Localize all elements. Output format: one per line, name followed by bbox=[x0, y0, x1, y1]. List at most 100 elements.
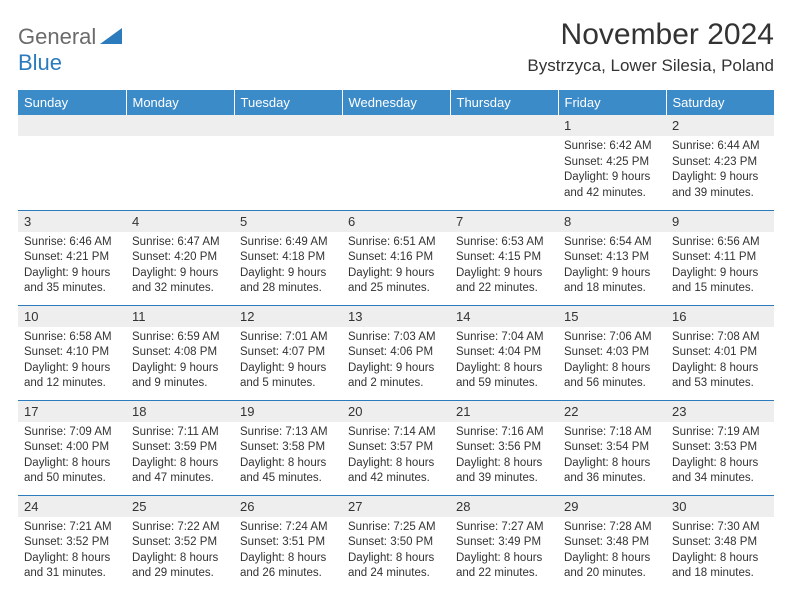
weekday-header: Monday bbox=[126, 90, 234, 115]
day-body: Sunrise: 6:46 AMSunset: 4:21 PMDaylight:… bbox=[18, 232, 126, 301]
calendar-cell: 27Sunrise: 7:25 AMSunset: 3:50 PMDayligh… bbox=[342, 495, 450, 590]
calendar-week-row: 10Sunrise: 6:58 AMSunset: 4:10 PMDayligh… bbox=[18, 305, 774, 400]
calendar-cell: 12Sunrise: 7:01 AMSunset: 4:07 PMDayligh… bbox=[234, 305, 342, 400]
calendar-week-row: 24Sunrise: 7:21 AMSunset: 3:52 PMDayligh… bbox=[18, 495, 774, 590]
day-number: 7 bbox=[450, 211, 558, 232]
day-body: Sunrise: 7:28 AMSunset: 3:48 PMDaylight:… bbox=[558, 517, 666, 586]
day-body: Sunrise: 7:22 AMSunset: 3:52 PMDaylight:… bbox=[126, 517, 234, 586]
title-block: November 2024 Bystrzyca, Lower Silesia, … bbox=[527, 18, 774, 76]
day-body bbox=[126, 136, 234, 143]
day-body: Sunrise: 7:08 AMSunset: 4:01 PMDaylight:… bbox=[666, 327, 774, 396]
day-body: Sunrise: 7:11 AMSunset: 3:59 PMDaylight:… bbox=[126, 422, 234, 491]
calendar-cell: 1Sunrise: 6:42 AMSunset: 4:25 PMDaylight… bbox=[558, 115, 666, 210]
day-number: 13 bbox=[342, 306, 450, 327]
calendar-cell: 18Sunrise: 7:11 AMSunset: 3:59 PMDayligh… bbox=[126, 400, 234, 495]
calendar-cell: 16Sunrise: 7:08 AMSunset: 4:01 PMDayligh… bbox=[666, 305, 774, 400]
day-number: 21 bbox=[450, 401, 558, 422]
month-title: November 2024 bbox=[527, 18, 774, 52]
day-number: 24 bbox=[18, 496, 126, 517]
weekday-header: Tuesday bbox=[234, 90, 342, 115]
day-body: Sunrise: 7:27 AMSunset: 3:49 PMDaylight:… bbox=[450, 517, 558, 586]
day-number: 18 bbox=[126, 401, 234, 422]
calendar-cell: 20Sunrise: 7:14 AMSunset: 3:57 PMDayligh… bbox=[342, 400, 450, 495]
day-number: 12 bbox=[234, 306, 342, 327]
day-number: 28 bbox=[450, 496, 558, 517]
day-number: 5 bbox=[234, 211, 342, 232]
day-number: 14 bbox=[450, 306, 558, 327]
day-body: Sunrise: 6:58 AMSunset: 4:10 PMDaylight:… bbox=[18, 327, 126, 396]
day-body: Sunrise: 7:16 AMSunset: 3:56 PMDaylight:… bbox=[450, 422, 558, 491]
day-number bbox=[234, 115, 342, 136]
day-number: 11 bbox=[126, 306, 234, 327]
day-number: 30 bbox=[666, 496, 774, 517]
calendar-cell: 22Sunrise: 7:18 AMSunset: 3:54 PMDayligh… bbox=[558, 400, 666, 495]
header: General Blue November 2024 Bystrzyca, Lo… bbox=[18, 18, 774, 76]
day-number bbox=[450, 115, 558, 136]
calendar-table: SundayMondayTuesdayWednesdayThursdayFrid… bbox=[18, 90, 774, 590]
calendar-cell: 2Sunrise: 6:44 AMSunset: 4:23 PMDaylight… bbox=[666, 115, 774, 210]
day-body: Sunrise: 7:14 AMSunset: 3:57 PMDaylight:… bbox=[342, 422, 450, 491]
weekday-header-row: SundayMondayTuesdayWednesdayThursdayFrid… bbox=[18, 90, 774, 115]
calendar-cell: 30Sunrise: 7:30 AMSunset: 3:48 PMDayligh… bbox=[666, 495, 774, 590]
day-number: 20 bbox=[342, 401, 450, 422]
day-body: Sunrise: 6:47 AMSunset: 4:20 PMDaylight:… bbox=[126, 232, 234, 301]
day-number bbox=[342, 115, 450, 136]
day-number: 17 bbox=[18, 401, 126, 422]
day-number: 22 bbox=[558, 401, 666, 422]
day-body bbox=[18, 136, 126, 143]
calendar-cell: 7Sunrise: 6:53 AMSunset: 4:15 PMDaylight… bbox=[450, 210, 558, 305]
calendar-cell: 9Sunrise: 6:56 AMSunset: 4:11 PMDaylight… bbox=[666, 210, 774, 305]
calendar-week-row: 17Sunrise: 7:09 AMSunset: 4:00 PMDayligh… bbox=[18, 400, 774, 495]
day-number bbox=[18, 115, 126, 136]
day-number: 26 bbox=[234, 496, 342, 517]
calendar-cell bbox=[18, 115, 126, 210]
calendar-cell bbox=[450, 115, 558, 210]
day-number: 8 bbox=[558, 211, 666, 232]
day-number: 29 bbox=[558, 496, 666, 517]
calendar-cell: 19Sunrise: 7:13 AMSunset: 3:58 PMDayligh… bbox=[234, 400, 342, 495]
calendar-cell: 28Sunrise: 7:27 AMSunset: 3:49 PMDayligh… bbox=[450, 495, 558, 590]
calendar-cell bbox=[342, 115, 450, 210]
day-body: Sunrise: 6:59 AMSunset: 4:08 PMDaylight:… bbox=[126, 327, 234, 396]
logo: General Blue bbox=[18, 18, 122, 76]
calendar-cell: 3Sunrise: 6:46 AMSunset: 4:21 PMDaylight… bbox=[18, 210, 126, 305]
calendar-cell: 8Sunrise: 6:54 AMSunset: 4:13 PMDaylight… bbox=[558, 210, 666, 305]
calendar-cell: 25Sunrise: 7:22 AMSunset: 3:52 PMDayligh… bbox=[126, 495, 234, 590]
day-number: 4 bbox=[126, 211, 234, 232]
calendar-cell: 5Sunrise: 6:49 AMSunset: 4:18 PMDaylight… bbox=[234, 210, 342, 305]
weekday-header: Saturday bbox=[666, 90, 774, 115]
day-body: Sunrise: 6:44 AMSunset: 4:23 PMDaylight:… bbox=[666, 136, 774, 205]
day-number: 15 bbox=[558, 306, 666, 327]
calendar-cell: 4Sunrise: 6:47 AMSunset: 4:20 PMDaylight… bbox=[126, 210, 234, 305]
calendar-cell: 23Sunrise: 7:19 AMSunset: 3:53 PMDayligh… bbox=[666, 400, 774, 495]
logo-text: General Blue bbox=[18, 24, 122, 76]
day-number: 9 bbox=[666, 211, 774, 232]
calendar-cell: 29Sunrise: 7:28 AMSunset: 3:48 PMDayligh… bbox=[558, 495, 666, 590]
day-number: 2 bbox=[666, 115, 774, 136]
day-number: 27 bbox=[342, 496, 450, 517]
calendar-week-row: 3Sunrise: 6:46 AMSunset: 4:21 PMDaylight… bbox=[18, 210, 774, 305]
day-number: 16 bbox=[666, 306, 774, 327]
day-number: 10 bbox=[18, 306, 126, 327]
weekday-header: Sunday bbox=[18, 90, 126, 115]
day-body: Sunrise: 7:21 AMSunset: 3:52 PMDaylight:… bbox=[18, 517, 126, 586]
day-body: Sunrise: 7:13 AMSunset: 3:58 PMDaylight:… bbox=[234, 422, 342, 491]
day-body: Sunrise: 7:01 AMSunset: 4:07 PMDaylight:… bbox=[234, 327, 342, 396]
day-body: Sunrise: 6:42 AMSunset: 4:25 PMDaylight:… bbox=[558, 136, 666, 205]
day-body: Sunrise: 7:18 AMSunset: 3:54 PMDaylight:… bbox=[558, 422, 666, 491]
calendar-cell: 13Sunrise: 7:03 AMSunset: 4:06 PMDayligh… bbox=[342, 305, 450, 400]
day-body: Sunrise: 6:53 AMSunset: 4:15 PMDaylight:… bbox=[450, 232, 558, 301]
day-number: 6 bbox=[342, 211, 450, 232]
day-body: Sunrise: 6:51 AMSunset: 4:16 PMDaylight:… bbox=[342, 232, 450, 301]
calendar-cell: 24Sunrise: 7:21 AMSunset: 3:52 PMDayligh… bbox=[18, 495, 126, 590]
calendar-cell: 10Sunrise: 6:58 AMSunset: 4:10 PMDayligh… bbox=[18, 305, 126, 400]
day-body: Sunrise: 7:25 AMSunset: 3:50 PMDaylight:… bbox=[342, 517, 450, 586]
weekday-header: Friday bbox=[558, 90, 666, 115]
day-body: Sunrise: 6:54 AMSunset: 4:13 PMDaylight:… bbox=[558, 232, 666, 301]
day-body: Sunrise: 7:30 AMSunset: 3:48 PMDaylight:… bbox=[666, 517, 774, 586]
day-number: 3 bbox=[18, 211, 126, 232]
calendar-cell: 17Sunrise: 7:09 AMSunset: 4:00 PMDayligh… bbox=[18, 400, 126, 495]
calendar-cell: 6Sunrise: 6:51 AMSunset: 4:16 PMDaylight… bbox=[342, 210, 450, 305]
day-body: Sunrise: 6:56 AMSunset: 4:11 PMDaylight:… bbox=[666, 232, 774, 301]
logo-word-blue: Blue bbox=[18, 50, 62, 75]
